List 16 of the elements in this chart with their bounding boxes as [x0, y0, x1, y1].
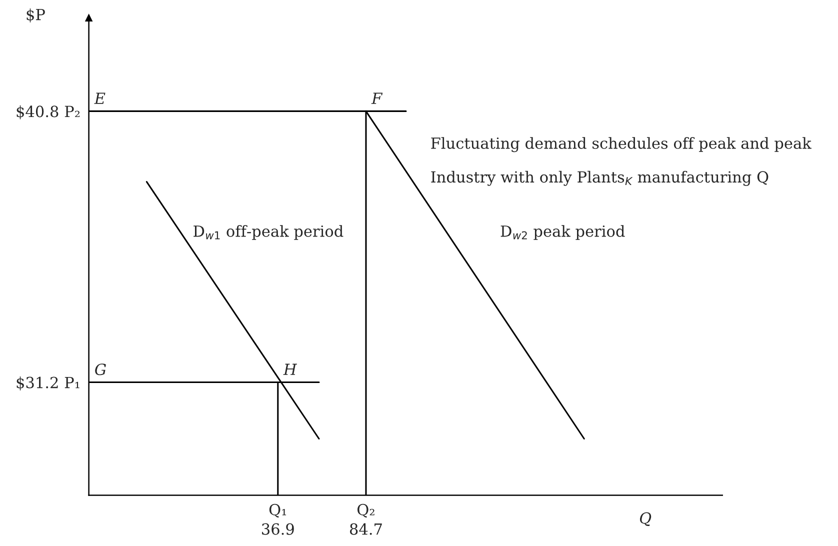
x-tick-label: 36.9 — [262, 523, 294, 535]
y-tick-label: $31.2 P₁ — [16, 376, 80, 390]
annotation: D$_{w1}$ off-peak period — [194, 225, 344, 240]
annotation: D$_{w2}$ peak period — [500, 225, 625, 240]
annotation: Industry with only Plants$_{K}$ manufacturing Q — [431, 170, 768, 186]
x-tick-label: 84.7 — [350, 523, 382, 535]
x-axis-title: Q — [640, 512, 652, 526]
annotation: E — [94, 92, 106, 104]
annotation: G — [95, 364, 106, 376]
annotation: Fluctuating demand schedules off peak and peak — [431, 137, 812, 152]
annotation: Q₂ — [358, 504, 374, 518]
y-axis-title: $P — [26, 8, 45, 22]
annotation: F — [371, 92, 383, 104]
annotation: H — [283, 364, 298, 375]
annotation: Q₁ — [269, 504, 286, 518]
y-tick-label: $40.8 P₂ — [16, 105, 80, 120]
